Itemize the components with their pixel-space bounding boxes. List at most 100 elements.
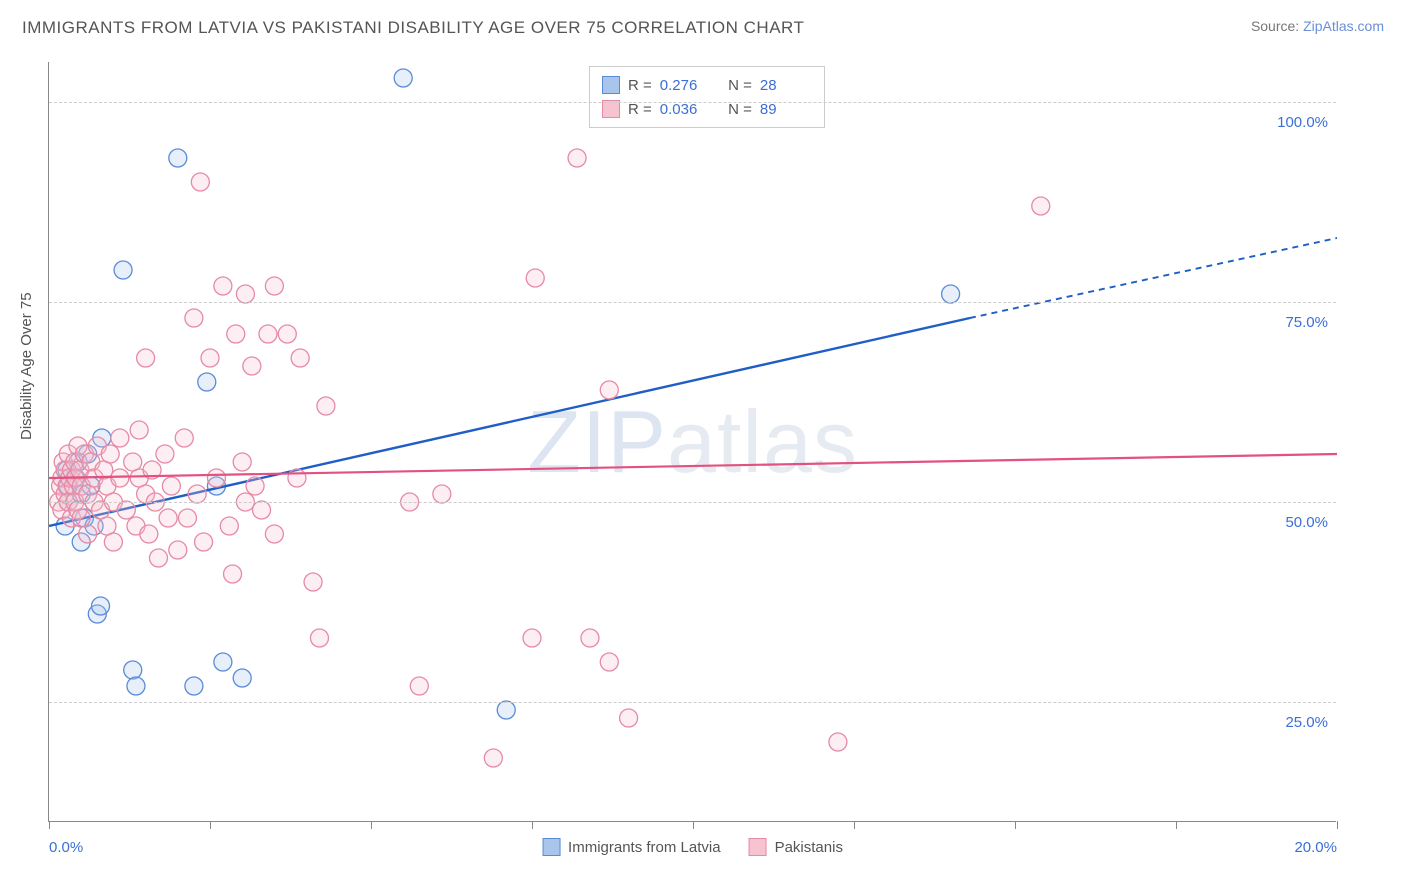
source-attribution: Source: ZipAtlas.com [1251, 18, 1384, 34]
data-point [201, 349, 219, 367]
data-point [304, 573, 322, 591]
data-point [191, 173, 209, 191]
data-point [188, 485, 206, 503]
legend-stat-row: R = 0.036 N = 89 [602, 97, 812, 121]
data-point [265, 525, 283, 543]
y-tick-label: 50.0% [1285, 514, 1328, 531]
data-point [581, 629, 599, 647]
y-tick-label: 75.0% [1285, 314, 1328, 331]
stat-r-label: R = [628, 101, 652, 118]
data-point [169, 541, 187, 559]
data-point [497, 701, 515, 719]
x-tick [693, 821, 694, 829]
data-point [124, 661, 142, 679]
gridline [49, 502, 1336, 503]
legend-stats-box: R = 0.276 N = 28 R = 0.036 N = 89 [589, 66, 825, 128]
x-tick [49, 821, 50, 829]
source-link[interactable]: ZipAtlas.com [1303, 18, 1384, 34]
gridline [49, 702, 1336, 703]
chart-title: IMMIGRANTS FROM LATVIA VS PAKISTANI DISA… [22, 18, 804, 38]
stat-r-value: 0.276 [660, 77, 712, 94]
data-point [169, 149, 187, 167]
data-point [310, 629, 328, 647]
data-point [236, 285, 254, 303]
data-point [124, 453, 142, 471]
data-point [523, 629, 541, 647]
x-tick [1176, 821, 1177, 829]
data-point [207, 469, 225, 487]
trend-line [49, 318, 970, 526]
y-tick-label: 25.0% [1285, 714, 1328, 731]
legend-item: Pakistanis [749, 838, 843, 856]
legend-label: Pakistanis [775, 839, 843, 856]
data-point [111, 429, 129, 447]
data-point [214, 277, 232, 295]
data-point [568, 149, 586, 167]
data-point [1032, 197, 1050, 215]
data-point [317, 397, 335, 415]
y-tick-label: 100.0% [1277, 114, 1328, 131]
trend-line-dashed [970, 238, 1337, 318]
legend-series: Immigrants from Latvia Pakistanis [542, 838, 843, 856]
data-point [198, 373, 216, 391]
gridline [49, 102, 1336, 103]
plot-area: ZIPatlas R = 0.276 N = 28R = 0.036 N = 8… [48, 62, 1336, 822]
data-point [243, 357, 261, 375]
data-point [117, 501, 135, 519]
x-tick-label: 20.0% [1294, 839, 1337, 856]
data-point [291, 349, 309, 367]
y-axis-label: Disability Age Over 75 [18, 292, 35, 440]
data-point [185, 309, 203, 327]
source-prefix: Source: [1251, 18, 1303, 34]
data-point [79, 525, 97, 543]
data-point [233, 669, 251, 687]
data-point [98, 517, 116, 535]
legend-swatch [749, 838, 767, 856]
data-point [159, 509, 177, 527]
data-point [600, 381, 618, 399]
data-point [259, 325, 277, 343]
x-tick [371, 821, 372, 829]
scatter-chart [49, 62, 1337, 822]
data-point [220, 517, 238, 535]
data-point [214, 653, 232, 671]
data-point [265, 277, 283, 295]
data-point [829, 733, 847, 751]
data-point [127, 677, 145, 695]
stat-n-value: 28 [760, 77, 812, 94]
data-point [162, 477, 180, 495]
data-point [278, 325, 296, 343]
data-point [137, 349, 155, 367]
data-point [185, 677, 203, 695]
x-tick-label: 0.0% [49, 839, 83, 856]
stat-r-value: 0.036 [660, 101, 712, 118]
data-point [140, 525, 158, 543]
data-point [484, 749, 502, 767]
data-point [246, 477, 264, 495]
data-point [101, 445, 119, 463]
x-tick [1015, 821, 1016, 829]
data-point [600, 653, 618, 671]
stat-n-value: 89 [760, 101, 812, 118]
data-point [233, 453, 251, 471]
data-point [114, 261, 132, 279]
data-point [92, 597, 110, 615]
legend-swatch [542, 838, 560, 856]
data-point [620, 709, 638, 727]
data-point [253, 501, 271, 519]
stat-r-label: R = [628, 77, 652, 94]
data-point [227, 325, 245, 343]
data-point [178, 509, 196, 527]
data-point [195, 533, 213, 551]
data-point [942, 285, 960, 303]
x-tick [532, 821, 533, 829]
data-point [104, 533, 122, 551]
data-point [111, 469, 129, 487]
data-point [149, 549, 167, 567]
data-point [410, 677, 428, 695]
stat-n-label: N = [720, 101, 752, 118]
data-point [394, 69, 412, 87]
data-point [433, 485, 451, 503]
legend-item: Immigrants from Latvia [542, 838, 721, 856]
legend-label: Immigrants from Latvia [568, 839, 721, 856]
